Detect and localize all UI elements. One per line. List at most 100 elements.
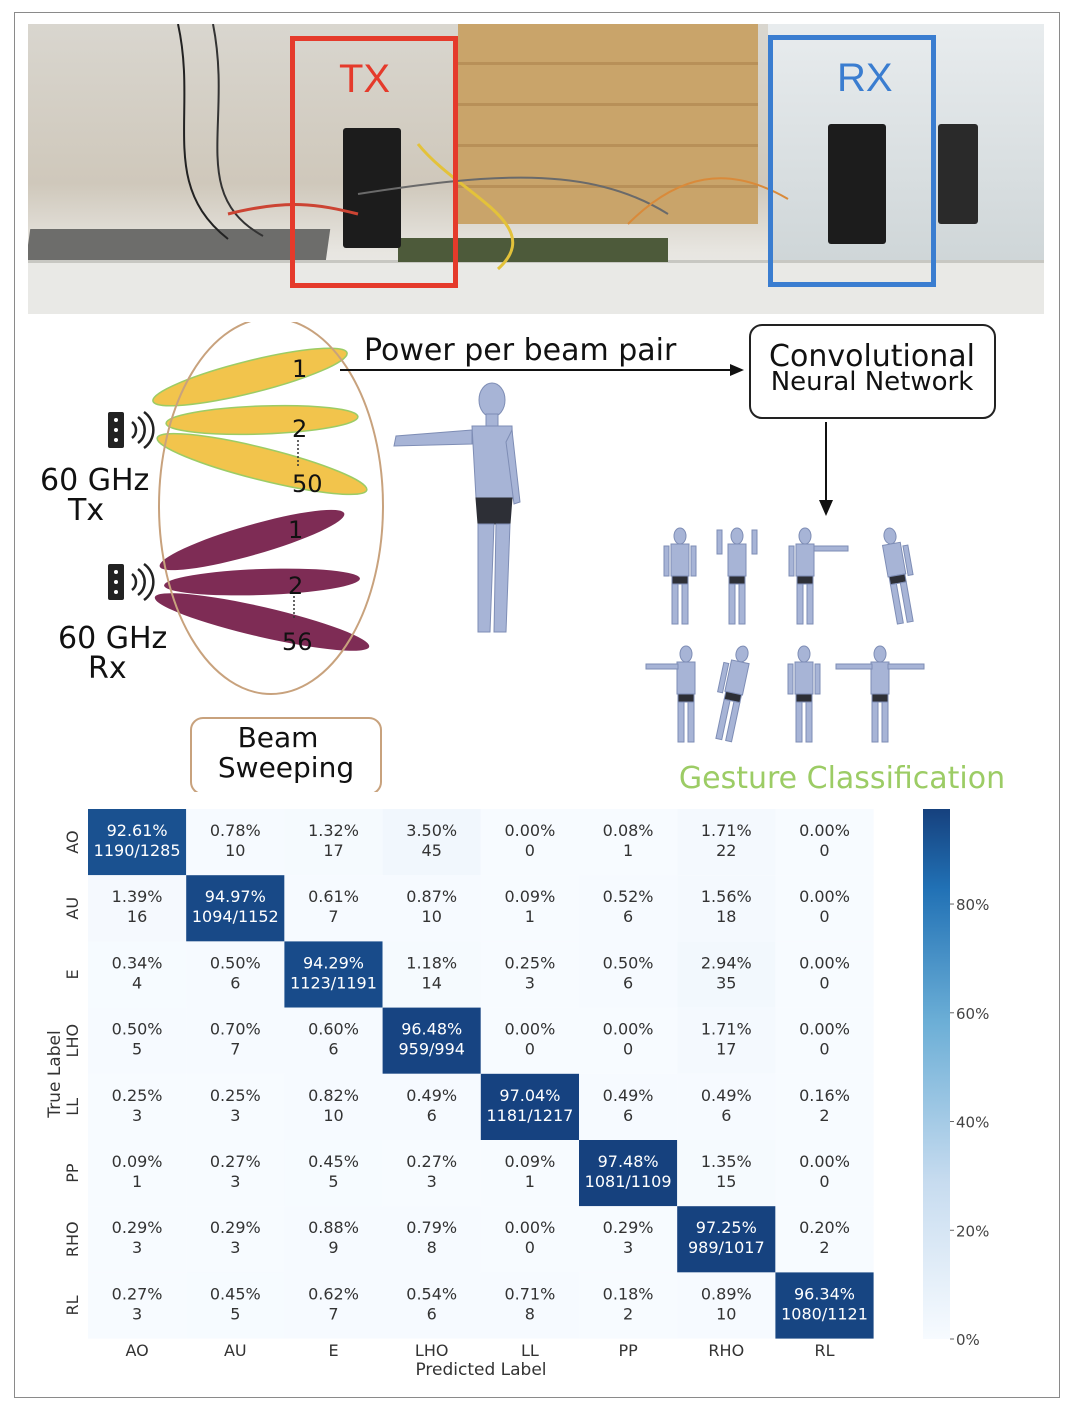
cell-percent: 1.56% [701, 887, 752, 906]
heatmap-cell [382, 875, 481, 942]
cell-percent: 0.87% [406, 887, 457, 906]
cell-count: 959/994 [398, 1040, 464, 1059]
beam-sweep-ellipse [158, 322, 384, 695]
heatmap-cell [677, 809, 776, 876]
tx-label: TX [339, 57, 391, 101]
heatmap-cell [284, 1073, 383, 1140]
cell-count: 6 [623, 1106, 633, 1125]
rx-beams [154, 509, 370, 651]
cell-count: 6 [230, 973, 240, 992]
cell-count: 989/1017 [688, 1238, 765, 1257]
y-tick-label: PP [63, 1163, 82, 1183]
heatmap-cell [579, 1073, 678, 1140]
heatmap-cell [579, 941, 678, 1008]
cell-percent: 0.00% [504, 821, 555, 840]
tx-beams [152, 347, 368, 496]
gesture-classification-label: Gesture Classification [679, 761, 1005, 792]
cell-percent: 0.18% [603, 1284, 654, 1303]
heatmap-cell [579, 1007, 678, 1074]
cell-percent: 0.61% [308, 887, 359, 906]
cell-count: 6 [427, 1106, 437, 1125]
cell-percent: 0.29% [603, 1218, 654, 1237]
cell-count: 17 [716, 1040, 736, 1059]
cell-percent: 0.52% [603, 887, 654, 906]
cell-count: 1 [132, 1172, 142, 1191]
cell-percent: 0.27% [406, 1152, 457, 1171]
tx-beam-label-50: 50 [292, 470, 323, 498]
cell-count: 1 [525, 1172, 535, 1191]
y-tick-label: RL [63, 1295, 82, 1315]
cell-percent: 97.48% [598, 1152, 659, 1171]
heatmap-cell [382, 809, 481, 876]
cell-count: 1 [525, 907, 535, 926]
testbed-photo [28, 24, 1044, 314]
cell-percent: 0.00% [799, 953, 850, 972]
cell-percent: 0.89% [701, 1284, 752, 1303]
cell-percent: 0.34% [112, 953, 163, 972]
heatmap-cell [284, 1272, 383, 1339]
cnn-line2: Neural Network [771, 367, 974, 397]
heatmap-cell [677, 875, 776, 942]
cell-count: 35 [716, 973, 736, 992]
cell-percent: 97.25% [696, 1218, 757, 1237]
heatmap-cell [677, 1073, 776, 1140]
cell-count: 5 [230, 1304, 240, 1323]
heatmap-cell [88, 1272, 187, 1339]
tx-beam-label-2: 2 [292, 415, 307, 443]
heatmap-cell [382, 941, 481, 1008]
colorbar [923, 809, 950, 1339]
cell-count: 6 [328, 1040, 338, 1059]
cell-percent: 0.00% [799, 1152, 850, 1171]
gesture-figures [645, 527, 925, 743]
cell-percent: 1.71% [701, 1020, 752, 1039]
colorbar-tick-label: 20% [956, 1222, 989, 1240]
cell-count: 0 [819, 1040, 829, 1059]
colorbar-tick-label: 80% [956, 896, 989, 914]
cell-count: 0 [525, 841, 535, 860]
cell-count: 22 [716, 841, 736, 860]
heatmap-cell [677, 1140, 776, 1207]
cell-percent: 0.50% [210, 953, 261, 972]
cell-percent: 0.00% [603, 1020, 654, 1039]
cell-count: 5 [328, 1172, 338, 1191]
cell-count: 3 [230, 1172, 240, 1191]
tx-highlight-box: TX [290, 36, 458, 288]
cell-count: 2 [819, 1106, 829, 1125]
cell-count: 6 [623, 907, 633, 926]
cell-count: 3 [132, 1304, 142, 1323]
cell-count: 0 [819, 907, 829, 926]
cell-percent: 97.04% [499, 1086, 560, 1105]
heatmap-cell [480, 1073, 579, 1140]
beam-diagram: 1 2 50 1 2 56 60 GHz Tx 60 GHz Rx Power … [40, 322, 1005, 792]
cell-count: 10 [422, 907, 442, 926]
colorbar-tick-label: 60% [956, 1005, 989, 1023]
cell-count: 17 [323, 841, 343, 860]
cell-percent: 0.00% [799, 1020, 850, 1039]
cell-count: 1190/1285 [94, 841, 181, 860]
rx-title-line2: Rx [88, 651, 127, 686]
cell-count: 6 [721, 1106, 731, 1125]
heatmap-cell [88, 941, 187, 1008]
cell-count: 3 [427, 1172, 437, 1191]
cell-count: 3 [132, 1106, 142, 1125]
cell-percent: 0.29% [210, 1218, 261, 1237]
heatmap-cell [88, 875, 187, 942]
cell-percent: 0.25% [504, 953, 555, 972]
x-tick-label: LHO [415, 1341, 449, 1360]
x-tick-label: AU [224, 1341, 247, 1360]
cell-percent: 0.00% [504, 1218, 555, 1237]
human-figure [393, 382, 521, 633]
cell-count: 7 [230, 1040, 240, 1059]
cell-count: 3 [230, 1106, 240, 1125]
cell-count: 9 [328, 1238, 338, 1257]
y-tick-label: RHO [63, 1221, 82, 1257]
cell-count: 1094/1152 [192, 907, 279, 926]
cell-count: 1080/1121 [781, 1304, 868, 1323]
rx-beam-label-56: 56 [282, 628, 313, 656]
heatmap-cell [88, 1007, 187, 1074]
heatmap-cell [186, 875, 285, 942]
cell-percent: 1.35% [701, 1152, 752, 1171]
cell-count: 7 [328, 1304, 338, 1323]
heatmap-cell [677, 1272, 776, 1339]
cell-count: 2 [819, 1238, 829, 1257]
